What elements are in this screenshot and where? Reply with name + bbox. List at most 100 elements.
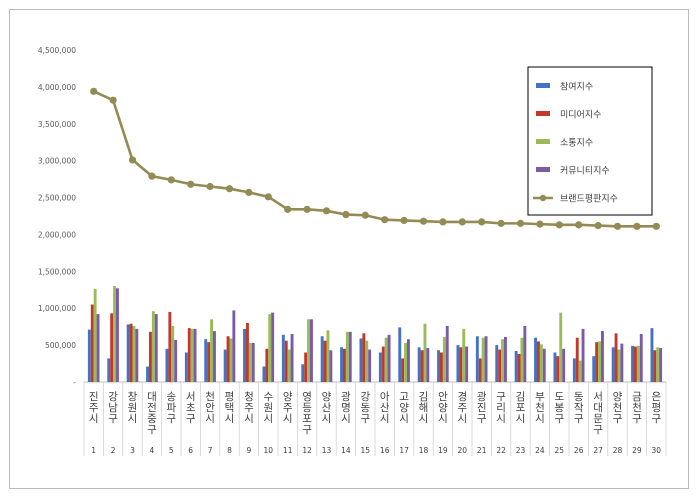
- x-index-label: 16: [380, 446, 390, 455]
- bar-2: [110, 313, 114, 382]
- bar-2: [537, 341, 540, 382]
- brand-index-point: [633, 222, 641, 230]
- bar-3: [423, 323, 427, 382]
- bar-1: [184, 352, 188, 382]
- bar-1: [340, 347, 343, 382]
- bar-3: [307, 319, 310, 382]
- legend-swatch: [536, 139, 550, 144]
- bar-4: [368, 349, 372, 382]
- bar-4: [639, 334, 643, 382]
- bar-4: [290, 334, 294, 382]
- x-index-label: 5: [169, 446, 174, 455]
- x-index-label: 19: [438, 446, 448, 455]
- brand-index-point: [516, 219, 525, 227]
- brand-index-point: [90, 87, 98, 95]
- brand-index-point: [497, 219, 505, 227]
- x-index-label: 15: [361, 446, 371, 455]
- bar-2: [401, 358, 405, 382]
- bar-3: [113, 286, 116, 382]
- bar-3: [617, 349, 621, 382]
- bar-4: [348, 331, 352, 382]
- bar-1: [146, 366, 149, 382]
- bar-2: [420, 350, 424, 382]
- bar-4: [329, 350, 333, 382]
- bar-4: [659, 348, 663, 382]
- x-index-label: 25: [555, 446, 565, 455]
- bar-1: [398, 327, 402, 382]
- brand-index-point: [555, 221, 563, 229]
- bar-2: [304, 352, 308, 382]
- bar-2: [168, 311, 172, 382]
- bar-3: [481, 337, 485, 382]
- brand-index-point: [594, 221, 602, 230]
- x-index-label: 21: [477, 446, 487, 455]
- x-index-label: 3: [130, 446, 135, 455]
- bar-1: [165, 348, 169, 382]
- brand-index-point: [128, 156, 137, 164]
- bar-3: [442, 336, 446, 382]
- bar-3: [384, 337, 388, 382]
- bar-1: [592, 356, 596, 382]
- y-tick-label: 3,500,000: [38, 120, 76, 129]
- bar-3: [539, 344, 543, 382]
- x-index-label: 10: [264, 446, 274, 455]
- bar-1: [301, 364, 305, 382]
- bar-3: [578, 360, 582, 382]
- x-index-label: 17: [399, 446, 409, 455]
- legend-label: 참여지수: [560, 81, 593, 93]
- chart-frame: - 500,000 1,000,000 1,500,000 2,000,000 2,500…: [9, 9, 689, 489]
- x-index-label: 18: [419, 446, 429, 455]
- x-index-label: 20: [458, 446, 468, 455]
- y-tick-label: 2,000,000: [38, 230, 76, 239]
- bar-1: [262, 366, 266, 382]
- y-tick-label: 1,000,000: [38, 304, 76, 313]
- x-index-label: 11: [283, 446, 293, 455]
- bar-3: [151, 311, 155, 382]
- bar-4: [620, 343, 624, 382]
- bar-2: [149, 331, 152, 382]
- bar-1: [611, 347, 615, 382]
- legend-label: 소통지수: [560, 138, 593, 149]
- bar-3: [268, 314, 272, 382]
- bar-4: [523, 325, 527, 382]
- bar-3: [93, 289, 97, 382]
- x-index-label: 14: [341, 446, 351, 455]
- x-index-label: 27: [593, 446, 603, 455]
- x-index-label: 9: [247, 446, 252, 455]
- y-tick-label: 4,000,000: [38, 83, 76, 92]
- bar-4: [465, 346, 469, 382]
- y-tick-label: 3,000,000: [38, 157, 76, 166]
- bar-2: [129, 323, 133, 382]
- legend-swatch: [536, 83, 550, 88]
- bar-1: [107, 358, 111, 382]
- y-tick-label: -: [73, 378, 76, 387]
- bar-3: [365, 340, 369, 382]
- bar-1: [320, 336, 324, 382]
- bar-3: [462, 328, 466, 382]
- bar-3: [326, 330, 330, 382]
- bar-2: [517, 353, 521, 382]
- bar-2: [575, 337, 579, 382]
- brand-index-point: [322, 207, 331, 215]
- bar-4: [445, 325, 449, 382]
- bar-1: [126, 324, 130, 382]
- bar-4: [601, 331, 604, 382]
- bar-3: [171, 325, 175, 382]
- bar-4: [154, 314, 158, 382]
- bar-4: [504, 336, 507, 382]
- bar-1: [204, 339, 208, 382]
- bar-3: [598, 341, 601, 382]
- bar-2: [459, 347, 463, 382]
